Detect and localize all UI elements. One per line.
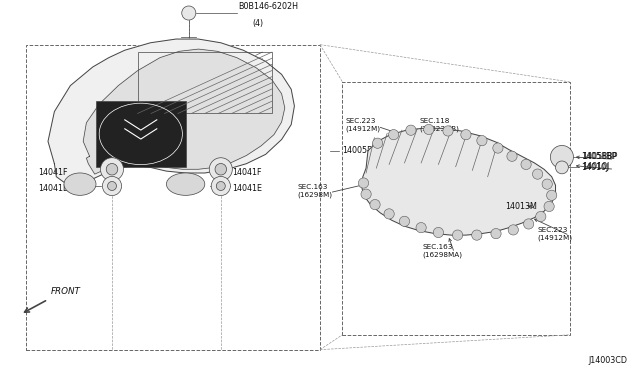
- Text: 14041F: 14041F: [38, 169, 68, 177]
- Ellipse shape: [493, 143, 503, 153]
- Ellipse shape: [209, 158, 232, 181]
- Text: (14912M): (14912M): [346, 125, 381, 132]
- Bar: [138, 52, 272, 113]
- Text: (11823+B): (11823+B): [419, 125, 459, 132]
- Text: 14005E: 14005E: [342, 146, 372, 155]
- Ellipse shape: [507, 151, 517, 161]
- Ellipse shape: [477, 135, 487, 146]
- Ellipse shape: [461, 129, 471, 140]
- Ellipse shape: [532, 169, 543, 179]
- Ellipse shape: [547, 190, 557, 201]
- Ellipse shape: [106, 164, 118, 175]
- Ellipse shape: [100, 158, 124, 181]
- Text: SEC.163: SEC.163: [422, 244, 452, 250]
- Ellipse shape: [216, 182, 225, 190]
- Text: B0B146-6202H: B0B146-6202H: [238, 2, 298, 11]
- Ellipse shape: [370, 199, 380, 210]
- Ellipse shape: [64, 173, 96, 195]
- Text: J14003CD: J14003CD: [588, 356, 627, 365]
- Ellipse shape: [424, 124, 434, 135]
- Ellipse shape: [524, 219, 534, 229]
- Bar: [26, 45, 320, 350]
- Ellipse shape: [544, 201, 554, 212]
- Text: (16298M): (16298M): [298, 192, 333, 198]
- Ellipse shape: [452, 230, 463, 240]
- Text: 14041E: 14041E: [38, 185, 68, 193]
- Ellipse shape: [491, 228, 501, 239]
- Ellipse shape: [521, 159, 531, 170]
- Ellipse shape: [433, 227, 444, 238]
- Text: 14013M: 14013M: [506, 202, 538, 211]
- Ellipse shape: [536, 211, 546, 222]
- Text: FRONT: FRONT: [51, 287, 81, 296]
- Text: (4): (4): [253, 19, 264, 28]
- Text: 14041F: 14041F: [232, 169, 262, 177]
- Ellipse shape: [399, 216, 410, 227]
- Ellipse shape: [211, 176, 230, 196]
- Ellipse shape: [361, 189, 371, 199]
- Ellipse shape: [508, 225, 518, 235]
- Text: (14912M): (14912M): [538, 234, 573, 241]
- Polygon shape: [83, 49, 285, 174]
- Ellipse shape: [358, 178, 369, 188]
- Text: 14010J: 14010J: [582, 162, 610, 171]
- Polygon shape: [362, 128, 556, 235]
- Text: 14041E: 14041E: [232, 185, 262, 193]
- Ellipse shape: [406, 125, 416, 135]
- Text: SEC.118: SEC.118: [419, 118, 449, 124]
- Text: 14010J: 14010J: [581, 163, 609, 172]
- Ellipse shape: [542, 179, 552, 189]
- Ellipse shape: [182, 6, 196, 20]
- Ellipse shape: [102, 176, 122, 196]
- Ellipse shape: [108, 182, 116, 190]
- Ellipse shape: [166, 173, 205, 195]
- Text: SEC.223: SEC.223: [346, 118, 376, 124]
- Bar: [342, 82, 570, 335]
- Text: (16298MA): (16298MA): [422, 252, 463, 258]
- Ellipse shape: [556, 161, 568, 174]
- Text: 14058BP: 14058BP: [582, 152, 618, 161]
- Ellipse shape: [550, 145, 573, 169]
- Bar: [96, 101, 186, 167]
- Ellipse shape: [416, 222, 426, 233]
- Ellipse shape: [472, 230, 482, 240]
- Polygon shape: [48, 39, 294, 184]
- Ellipse shape: [443, 126, 453, 136]
- Text: 14058BP: 14058BP: [581, 153, 616, 161]
- Ellipse shape: [384, 209, 394, 219]
- Ellipse shape: [215, 164, 227, 175]
- Text: SEC.223: SEC.223: [538, 227, 568, 232]
- Ellipse shape: [388, 129, 399, 140]
- Text: SEC.163: SEC.163: [298, 184, 328, 190]
- Ellipse shape: [372, 138, 383, 148]
